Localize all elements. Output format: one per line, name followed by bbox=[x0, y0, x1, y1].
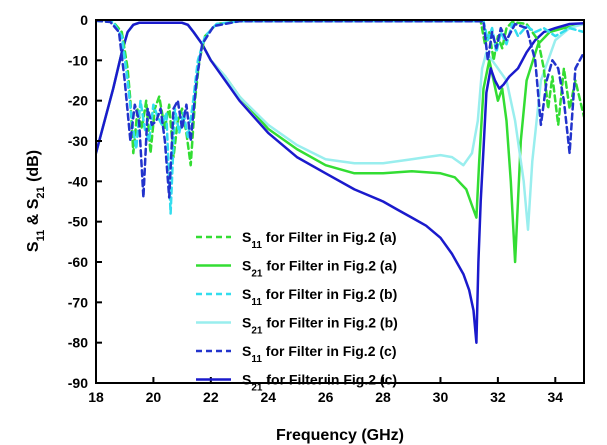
x-tick-label: 26 bbox=[318, 389, 334, 405]
series-line-5 bbox=[96, 20, 584, 199]
series-line-1 bbox=[96, 20, 584, 167]
legend-entry: S21 for Filter in Fig.2 (c) bbox=[242, 372, 397, 394]
y-axis-title-sub21: 21 bbox=[35, 186, 47, 198]
x-tick-label: 30 bbox=[433, 389, 449, 405]
y-axis-title-sub11: 11 bbox=[35, 230, 47, 242]
plot-area bbox=[95, 19, 585, 384]
series-line-3 bbox=[96, 20, 584, 215]
x-tick-label: 20 bbox=[146, 389, 162, 405]
legend-entry: S21 for Filter in Fig.2 (a) bbox=[242, 258, 397, 280]
legend-entry: S11 for Filter in Fig.2 (b) bbox=[242, 286, 397, 308]
x-tick-label: 22 bbox=[203, 389, 219, 405]
y-tick-label: -40 bbox=[68, 173, 88, 189]
x-tick-label: 32 bbox=[490, 389, 506, 405]
series-line-6 bbox=[96, 21, 584, 344]
y-tick-label: -60 bbox=[68, 254, 88, 270]
legend: S11 for Filter in Fig.2 (a) S21 for Filte… bbox=[196, 229, 398, 393]
y-axis-title-unit: (dB) bbox=[25, 150, 42, 186]
y-tick-label: -80 bbox=[68, 335, 88, 351]
x-tick-label: 28 bbox=[375, 389, 391, 405]
legend-entry: S21 for Filter in Fig.2 (b) bbox=[242, 315, 398, 337]
series-layer bbox=[96, 20, 584, 344]
y-tick-label: -20 bbox=[68, 93, 88, 109]
y-tick-label: -90 bbox=[68, 375, 88, 391]
y-axis-title-mid: & S bbox=[25, 198, 42, 229]
x-tick-label: 18 bbox=[88, 389, 104, 405]
ticks-layer: 18 20 22 24 26 28 30 32 34 0 -10 -20 -30 -40 -50 -60 -70… bbox=[68, 12, 564, 405]
plot-frame bbox=[95, 19, 585, 384]
y-tick-label: -10 bbox=[68, 52, 88, 68]
y-tick-label: 0 bbox=[80, 12, 88, 28]
x-axis-title: Frequency (GHz) bbox=[276, 427, 404, 444]
legend-entry: S11 for Filter in Fig.2 (a) bbox=[242, 229, 396, 251]
y-axis-title-s1: S bbox=[25, 241, 42, 252]
legend-entry: S11 for Filter in Fig.2 (c) bbox=[242, 343, 396, 365]
series-line-2 bbox=[96, 21, 584, 264]
y-tick-label: -50 bbox=[68, 214, 88, 230]
y-axis-title: S11 & S21 (dB) bbox=[25, 150, 47, 252]
y-tick-label: -30 bbox=[68, 133, 88, 149]
x-tick-label: 34 bbox=[548, 389, 564, 405]
x-tick-label: 24 bbox=[260, 389, 276, 405]
y-tick-label: -70 bbox=[68, 294, 88, 310]
